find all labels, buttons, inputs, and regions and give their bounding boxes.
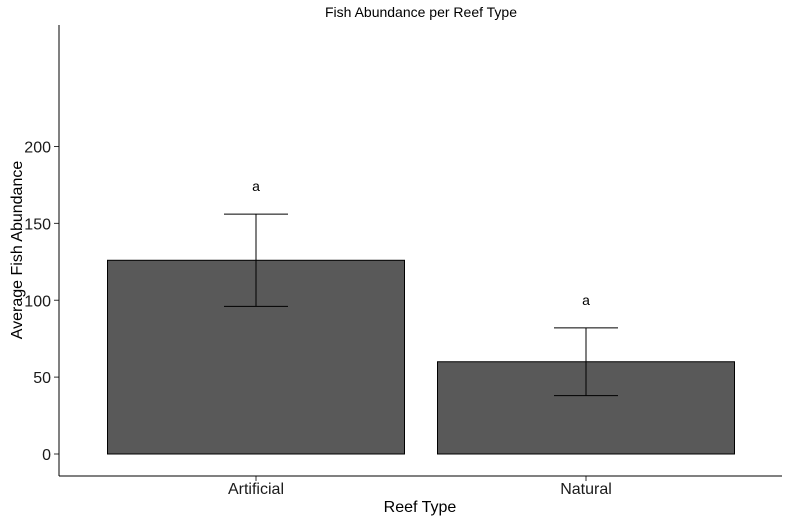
y-axis-title: Average Fish Abundance [9,161,26,340]
y-tick-label: 0 [42,447,51,464]
y-tick-label: 100 [24,293,51,310]
x-tick-label: Natural [560,481,612,498]
chart-title: Fish Abundance per Reef Type [325,4,517,20]
x-axis-title: Reef Type [384,499,457,516]
x-tick-label: Artificial [228,481,284,498]
significance-letter: a [582,292,590,308]
y-tick-label: 150 [24,216,51,233]
y-tick-label: 50 [33,370,51,387]
significance-letter: a [252,178,260,194]
y-tick-label: 200 [24,140,51,157]
